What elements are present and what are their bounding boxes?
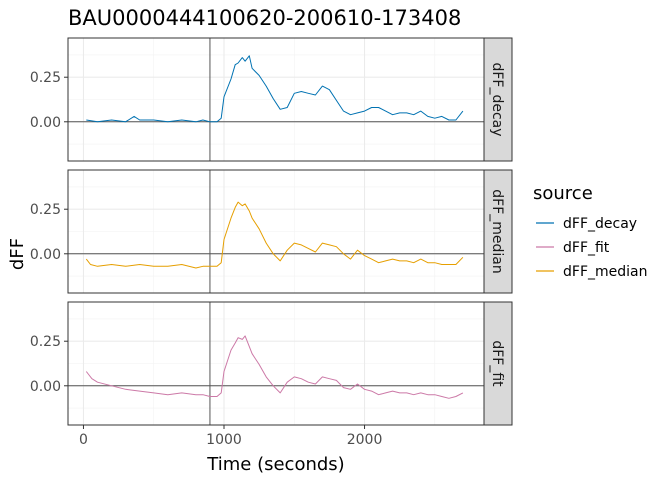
x-tick-label: 2000 [347, 432, 383, 448]
legend-entry-dFF_decay: dFF_decay [536, 216, 637, 232]
facet-panels: dFF_decay0.000.25dFF_median0.000.25dFF_f… [30, 37, 513, 426]
legend-label: dFF_median [563, 264, 647, 280]
legend-entry-dFF_median: dFF_median [536, 264, 647, 280]
y-tick-label: 0.00 [30, 379, 61, 395]
legend: source dFF_decay dFF_fit dFF_median [533, 183, 647, 280]
facet-strip [483, 301, 513, 426]
y-tick-label: 0.00 [30, 247, 61, 263]
y-tick-label: 0.25 [30, 70, 61, 86]
series-line-dFF_median [85, 201, 464, 269]
y-axis-title: dFF [7, 238, 28, 270]
x-axis-title: Time (seconds) [206, 454, 344, 475]
series-line-dFF_fit [85, 335, 464, 399]
legend-label: dFF_decay [563, 216, 637, 232]
x-tick-label: 1000 [206, 432, 242, 448]
legend-title: source [533, 183, 593, 204]
facet-panel-dFF_fit: dFF_fit 0.00 0.25 [30, 301, 513, 426]
y-tick-label: 0.00 [30, 115, 61, 131]
x-tick-label: 0 [79, 432, 88, 448]
facet-strip [483, 37, 513, 162]
chart-title: BAU0000444100620-200610-173408 [68, 6, 461, 30]
facet-panel-dFF_decay: dFF_decay 0.00 0.25 [30, 37, 513, 162]
legend-entry-dFF_fit: dFF_fit [536, 240, 610, 256]
facet-panel-dFF_median: dFF_median 0.00 0.25 [30, 169, 513, 294]
facet-strip-label: dFF_median [489, 189, 505, 273]
y-tick-label: 0.25 [30, 334, 61, 350]
legend-label: dFF_fit [563, 240, 610, 256]
x-axis: 0 1000 2000 [79, 425, 382, 448]
y-tick-label: 0.25 [30, 202, 61, 218]
facet-strip [483, 169, 513, 294]
series-line-dFF_decay [86, 55, 464, 123]
facet-strip-label: dFF_decay [489, 62, 505, 136]
facet-strip-label: dFF_fit [489, 340, 505, 387]
